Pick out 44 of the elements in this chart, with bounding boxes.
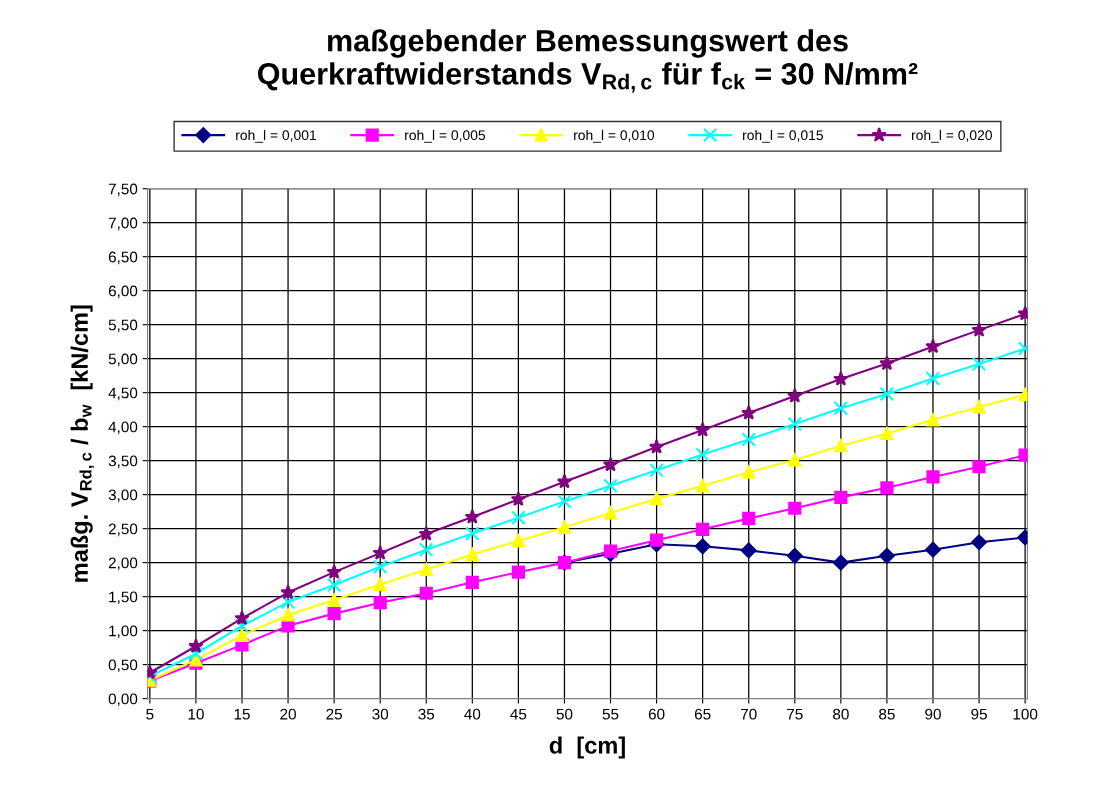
x-tick-label: 5 xyxy=(146,708,154,720)
y-tick-label: 5,50 xyxy=(108,319,138,333)
y-tick-label: 7,00 xyxy=(108,217,138,231)
chart-title: maßgebender Bemessungswert des Querkraftwiderstands V$_{Rd,c}$ für f$_{ck}$ = 30 N/mm² xyxy=(257,29,918,93)
x-tick-label: 90 xyxy=(925,708,941,720)
x-tick-label: 40 xyxy=(464,708,481,720)
x-tick-label: 95 xyxy=(971,708,987,720)
legend-label: roh_l = 0,010 xyxy=(574,129,655,143)
y-tick-label: 2,50 xyxy=(108,523,138,537)
y-tick-label: 6,50 xyxy=(108,251,138,265)
x-tick-label: 30 xyxy=(372,708,389,720)
y-tick-label: 2,00 xyxy=(108,557,138,571)
y-tick-label: 4,50 xyxy=(108,387,138,401)
y-tick-label: 0,00 xyxy=(108,693,138,707)
x-tick-label: 15 xyxy=(234,708,250,720)
x-tick-label: 85 xyxy=(879,708,895,720)
legend-label: roh_l = 0,020 xyxy=(911,129,992,143)
y-tick-label: 1,00 xyxy=(109,625,138,639)
x-tick-label: 65 xyxy=(694,708,711,720)
y-tick-label: 6,00 xyxy=(108,285,138,299)
x-tick-label: 60 xyxy=(648,708,665,720)
legend-label: roh_l = 0,001 xyxy=(236,129,317,143)
legend-label: roh_l = 0,005 xyxy=(405,129,486,143)
x-tick-label: 80 xyxy=(833,708,849,720)
y-tick-label: 5,00 xyxy=(108,353,138,367)
x-axis-title: d [cm] xyxy=(549,736,625,759)
y-tick-label: 4,00 xyxy=(108,421,138,435)
y-axis-title: maßg. V$_{Rd,c}$ / b$_{w}$ [kN/cm] xyxy=(70,305,95,582)
legend-label: roh_l = 0,015 xyxy=(743,129,823,143)
x-tick-label: 50 xyxy=(556,708,573,720)
x-tick-label: 100 xyxy=(1013,708,1038,720)
x-tick-label: 75 xyxy=(787,708,803,720)
y-tick-label: 3,00 xyxy=(108,489,138,503)
x-tick-label: 20 xyxy=(280,708,296,720)
x-tick-label: 70 xyxy=(741,708,757,720)
x-tick-label: 35 xyxy=(418,708,435,720)
y-tick-label: 7,50 xyxy=(108,183,138,197)
y-tick-label: 1,50 xyxy=(109,591,138,605)
y-tick-label: 0,50 xyxy=(108,659,138,673)
x-tick-label: 45 xyxy=(510,708,527,720)
x-tick-label: 10 xyxy=(188,708,204,720)
x-tick-label: 25 xyxy=(326,708,342,720)
x-tick-label: 55 xyxy=(602,708,619,720)
y-tick-label: 3,50 xyxy=(108,455,138,469)
